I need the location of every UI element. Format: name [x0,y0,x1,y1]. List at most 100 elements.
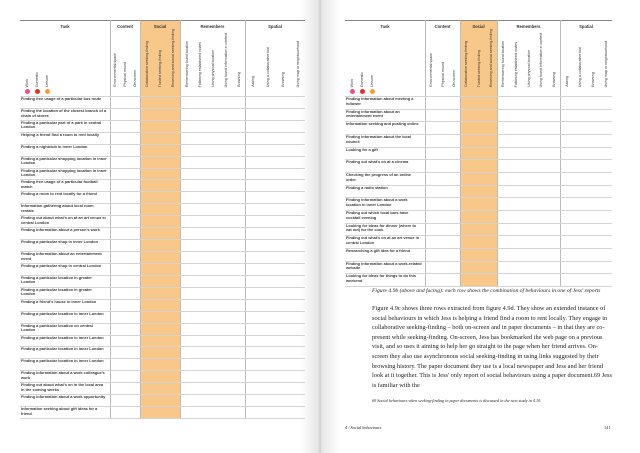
task-label: Finding out what's on at an art venue in… [346,236,420,245]
footnote: 69 Social behaviours when seeking-findin… [372,398,542,403]
caption: Figure 4.9b (above and facing): each row… [372,288,601,294]
task-label: Finding a particular shop in inner Londo… [21,240,98,245]
task-label: Finding information about a work locatio… [346,198,408,207]
column-header: Remembering found location [501,41,506,87]
row-rule [20,298,305,300]
row-rule [345,248,612,249]
group-divider [497,20,498,286]
row-rule [20,322,305,324]
row-rule [20,119,305,121]
row-rule [20,334,305,336]
row-rule [345,96,612,97]
task-label: Researching a gift idea for a friend [346,249,410,253]
row-rule [345,273,612,275]
row-rule [20,107,305,109]
column-header: Using a collaborative tool [577,46,582,87]
column-header: Physical record [123,62,127,87]
row-rule [345,210,612,211]
task-label: Finding out what's on at a cinema [346,160,409,165]
row-rule [345,184,612,186]
task-label: Information seeking and posting online [346,122,419,127]
task-label: Checking the progress of an online order [346,173,412,182]
row-rule [345,260,612,262]
legend-dot [44,89,50,94]
group-label: Social [472,24,485,29]
row-rule [20,370,305,372]
row-rule [20,239,305,241]
column-header: Collaborative seeking-finding [144,40,149,87]
legend-dot [369,89,375,94]
column-header: Using found information in context [539,32,544,87]
group-label: Task [380,24,390,29]
column-header: Environmental space [428,53,433,87]
column-header: On-screen [133,70,137,87]
task-label: Finding out about what's on at an art ve… [21,216,106,225]
row-rule [345,159,612,161]
row-rule [20,155,305,157]
column-header: Using map or neighbourhood [603,40,608,87]
column-header: Work [25,78,29,87]
task-label: Finding free usage of a particular footb… [21,180,98,190]
task-label: Finding a particular location in greater… [21,287,92,297]
row-rule [345,108,612,110]
column-header: Trusted seeking-finding [476,49,481,87]
column-header: Browsing [590,72,595,87]
column-header: On-screen [452,70,457,87]
legend-dot [24,89,30,94]
row-rule [20,274,305,276]
row-rule [20,191,305,193]
row-rule [20,203,305,205]
column-header: Asking [250,76,255,87]
column-header: Collaborative seeking-finding [464,40,469,87]
column-header: Following established routes [197,41,202,87]
task-label: Helping a friend find a room to rent loc… [21,132,100,137]
column-header: Work [350,78,354,87]
column-header: Trusted seeking-finding [158,49,162,87]
task-label: Finding out about what's on in the local… [21,383,104,392]
column-header: Following established routes [513,41,518,87]
task-label: Finding free usage of a particular bus r… [21,97,102,101]
column-header: Leisure [45,75,49,87]
row-rule [20,358,305,360]
group-label: Remembers [516,24,541,29]
task-label: Finding information about a work colleag… [21,371,105,380]
task-label: Finding a particular location in inner L… [21,359,104,364]
task-label: Finding the location of the closest bran… [21,108,107,118]
row-rule [345,222,612,224]
group-divider [140,20,141,418]
body-text: Figure 4.9c shows three rows extracted f… [372,305,612,389]
column-header: Browsing [280,72,285,87]
column-header: Receiving and social seeking-finding [171,28,176,87]
group-divider [180,20,181,418]
group-divider [110,20,111,418]
column-header: Using a collaborative tool [265,46,270,87]
social-column [140,20,180,418]
row-rule [345,286,612,287]
task-label: Finding information about an entertainme… [346,109,400,119]
row-rule [20,167,305,169]
page-number: 141 [604,425,611,430]
task-label: Information gathering about local room r… [21,204,94,213]
row-rule [345,172,612,173]
social-column [460,20,497,286]
column-header: Asking [564,76,569,87]
task-label: Finding a particular shopping location i… [21,156,107,166]
row-rule [345,235,612,237]
row-rule [20,227,305,229]
row-rule [20,346,305,348]
task-label: Finding information about meeting a foll… [346,97,414,106]
task-label: Looking for ideas for things to do this … [346,274,417,283]
row-rule [20,262,305,264]
column-header: Using physical location [210,50,215,87]
row-rule [20,418,305,419]
task-label: Finding a particular location in greater… [21,275,92,285]
task-label: Looking for ideas for dinner (where to e… [346,223,417,233]
task-label: Finding a particular location in inner L… [21,335,104,340]
column-header: Using map or neighbourhood [295,40,300,87]
row-rule [345,197,612,199]
legend-dot [359,89,365,94]
group-divider [560,20,561,286]
column-header: Environmental space [113,53,117,87]
legend-dot [349,89,355,94]
